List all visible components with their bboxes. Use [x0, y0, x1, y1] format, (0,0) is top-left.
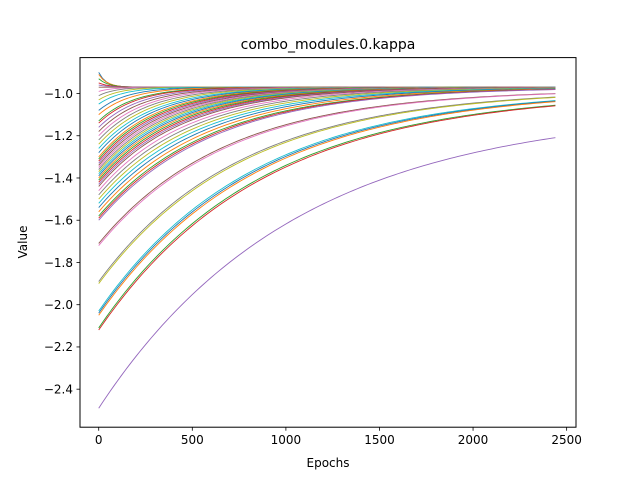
- x-tick-label: 1500: [364, 433, 395, 447]
- series-line: [98, 96, 556, 282]
- series-line: [98, 100, 556, 312]
- y-axis: −2.4 −2.2 −2.0 −1.8 −1.6 −1.4 −1.2 −1.0: [44, 87, 80, 396]
- y-axis-label: Value: [16, 226, 30, 259]
- y-tick-label: −1.8: [44, 256, 73, 270]
- y-tick-label: −1.6: [44, 214, 73, 228]
- y-tick-label: −1.0: [44, 87, 73, 101]
- chart-title: combo_modules.0.kappa: [241, 37, 416, 53]
- x-axis: 0 500 1000 1500 2000 2500: [95, 427, 582, 447]
- series-line: [98, 88, 556, 208]
- series-line: [98, 88, 556, 213]
- x-tick-label: 500: [181, 433, 204, 447]
- y-tick-label: −2.0: [44, 298, 73, 312]
- plot-frame: [79, 57, 577, 428]
- y-tick-label: −2.2: [44, 340, 73, 354]
- series-line: [98, 100, 556, 314]
- series-lines: [98, 72, 556, 409]
- x-tick-label: 0: [95, 433, 103, 447]
- series-line: [98, 93, 556, 244]
- x-tick-label: 1000: [271, 433, 302, 447]
- series-line: [98, 137, 556, 409]
- y-tick-label: −1.2: [44, 129, 73, 143]
- series-line: [98, 97, 556, 284]
- series-line: [98, 89, 556, 221]
- x-tick-label: 2500: [551, 433, 582, 447]
- series-line: [98, 101, 556, 316]
- series-line: [98, 87, 556, 204]
- y-tick-label: −2.4: [44, 382, 73, 396]
- series-line: [98, 105, 556, 331]
- x-axis-label: Epochs: [307, 456, 350, 470]
- x-tick-label: 2000: [458, 433, 489, 447]
- series-line: [98, 93, 556, 246]
- y-tick-label: −1.4: [44, 171, 73, 185]
- series-line: [98, 104, 556, 329]
